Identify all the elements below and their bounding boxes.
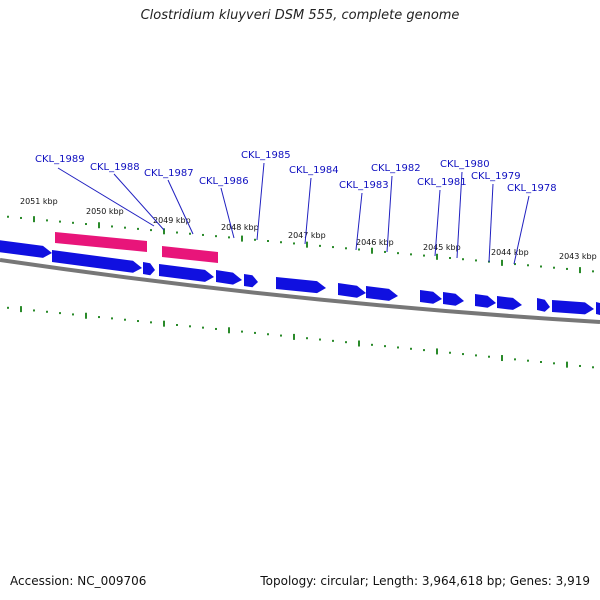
tick-label: 2048 kbp: [221, 223, 259, 232]
gene-arrow[interactable]: [366, 286, 398, 301]
leader-line: [57, 167, 155, 227]
gene-label[interactable]: CKL_1985: [241, 150, 291, 161]
leader-line: [113, 173, 165, 231]
gene-arrow[interactable]: [143, 262, 155, 276]
leader-line: [355, 192, 363, 251]
genome-summary-text: Topology: circular; Length: 3,964,618 bp…: [260, 574, 590, 588]
tick-label: 2050 kbp: [86, 207, 124, 216]
gene-arrow[interactable]: [216, 270, 242, 285]
gene-label[interactable]: CKL_1978: [507, 183, 557, 194]
gene-arrow[interactable]: [552, 300, 594, 315]
gene-label[interactable]: CKL_1981: [417, 177, 467, 188]
tick-label: 2047 kbp: [288, 231, 326, 240]
gene-arrow[interactable]: [52, 250, 142, 273]
leader-line: [167, 179, 194, 235]
gene-label[interactable]: CKL_1983: [339, 180, 389, 191]
leader-line: [386, 175, 393, 253]
gene-label[interactable]: CKL_1982: [371, 163, 421, 174]
tick-label: 2049 kbp: [153, 216, 191, 225]
gene-arrow[interactable]: [420, 290, 442, 304]
gene-arrow[interactable]: [159, 264, 214, 282]
gene-highlight[interactable]: [55, 232, 147, 252]
gene-label[interactable]: CKL_1984: [289, 165, 339, 176]
inner-ticks: [7, 306, 594, 369]
tick-label: 2043 kbp: [559, 252, 597, 261]
gene-label[interactable]: CKL_1989: [35, 154, 85, 165]
gene-arrow[interactable]: [475, 294, 496, 308]
leader-line: [304, 177, 312, 245]
tick-label: 2045 kbp: [423, 243, 461, 252]
gene-arrow[interactable]: [443, 292, 464, 306]
gene-arrow[interactable]: [276, 277, 326, 294]
gene-label[interactable]: CKL_1988: [90, 162, 140, 173]
gene-arrow[interactable]: [244, 274, 258, 288]
gene-arrow[interactable]: [596, 302, 600, 315]
gene-highlight[interactable]: [162, 246, 218, 263]
tick-label: 2046 kbp: [356, 238, 394, 247]
leader-lines: [57, 162, 530, 265]
gene-label[interactable]: CKL_1980: [440, 159, 490, 170]
tick-labels: 2051 kbp 2050 kbp 2049 kbp 2048 kbp 2047 kbp…: [20, 197, 597, 261]
leader-line: [434, 189, 441, 257]
gene-arrow[interactable]: [338, 283, 366, 298]
leader-line: [488, 183, 494, 263]
leader-line: [256, 162, 265, 241]
tick-label: 2051 kbp: [20, 197, 58, 206]
gene-label[interactable]: CKL_1979: [471, 171, 521, 182]
leader-line: [513, 195, 530, 265]
gene-arrow[interactable]: [537, 298, 550, 312]
leader-line: [456, 171, 463, 259]
gene-arrow[interactable]: [497, 296, 522, 310]
gene-arrow[interactable]: [0, 240, 52, 258]
gene-label[interactable]: CKL_1987: [144, 168, 194, 179]
genome-backbone: [0, 258, 600, 324]
tick-label: 2044 kbp: [491, 248, 529, 257]
gene-track[interactable]: [0, 232, 600, 315]
gene-labels: CKL_1989 CKL_1988 CKL_1987 CKL_1986 CKL_1985…: [35, 150, 557, 194]
leader-line: [220, 187, 235, 239]
accession-text: Accession: NC_009706: [10, 574, 147, 588]
gene-label[interactable]: CKL_1986: [199, 176, 249, 187]
map-title: Clostridium kluyveri DSM 555, complete g…: [140, 8, 460, 23]
